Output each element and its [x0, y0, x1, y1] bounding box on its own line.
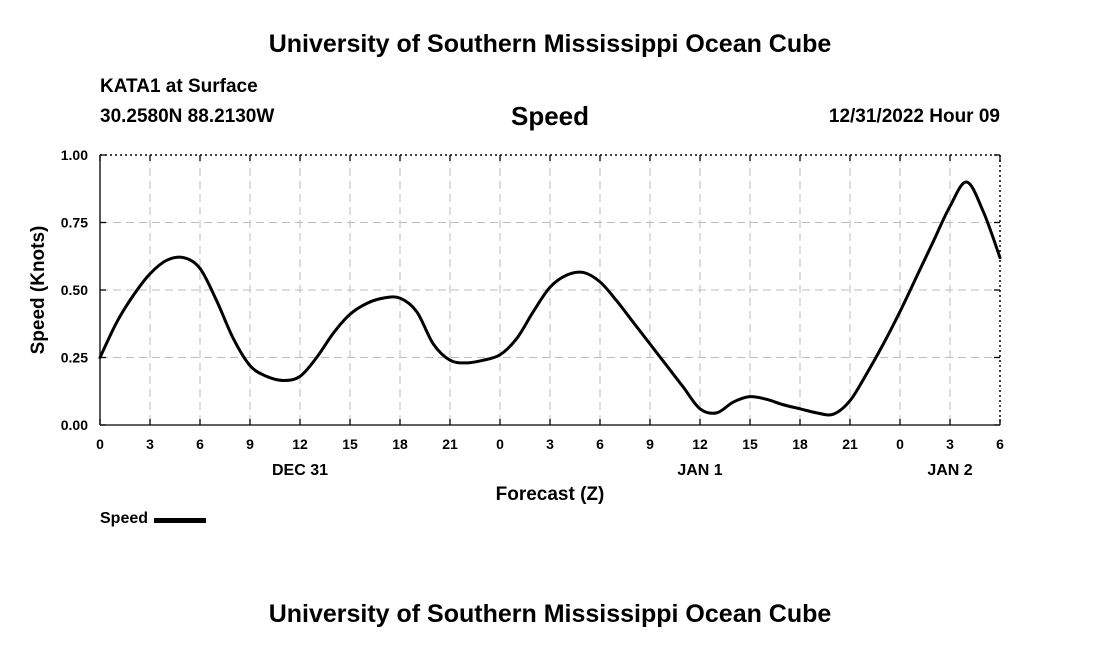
x-tick-label: 6 — [996, 436, 1004, 452]
x-tick-label: 3 — [146, 436, 154, 452]
forecast-datetime: 12/31/2022 Hour 09 — [828, 106, 1000, 127]
x-tick-label: 12 — [692, 436, 708, 452]
x-tick-label: 3 — [546, 436, 554, 452]
x-tick-label: 15 — [742, 436, 758, 452]
y-tick-label: 0.00 — [61, 417, 88, 433]
x-tick-label: 9 — [246, 436, 254, 452]
x-tick-label: 12 — [292, 436, 308, 452]
x-tick-label: 9 — [646, 436, 654, 452]
date-label: DEC 31 — [272, 462, 328, 479]
x-tick-label: 21 — [842, 436, 858, 452]
station-label: KATA1 at Surface — [100, 76, 258, 97]
x-tick-label: 0 — [896, 436, 904, 452]
date-label: JAN 1 — [677, 462, 722, 479]
legend-swatch — [154, 518, 207, 523]
x-tick-label: 0 — [96, 436, 104, 452]
series-line-speed — [98, 180, 1002, 417]
y-tick-label: 0.25 — [61, 350, 88, 366]
x-axis-title: Forecast (Z) — [496, 484, 605, 505]
grid-lines — [100, 155, 1000, 425]
legend: Speed — [100, 510, 207, 528]
x-tick-label: 18 — [792, 436, 808, 452]
y-tick-label: 0.50 — [61, 282, 88, 298]
y-tick-label: 1.00 — [61, 147, 88, 163]
x-tick-label: 6 — [596, 436, 604, 452]
x-tick-label: 21 — [442, 436, 458, 452]
series-layer — [98, 180, 1002, 417]
y-axis-title: Speed (Knots) — [28, 226, 49, 355]
page-title: University of Southern Mississippi Ocean… — [268, 30, 832, 58]
x-tick-label: 18 — [392, 436, 408, 452]
station-coordinates: 30.2580N 88.2130W — [100, 106, 275, 127]
legend-label: Speed — [100, 510, 149, 527]
y-tick-label: 0.75 — [61, 215, 88, 231]
footer-title: University of Southern Mississippi Ocean… — [268, 600, 832, 628]
x-tick-label: 6 — [196, 436, 204, 452]
chart-title: Speed — [510, 101, 590, 131]
x-tick-label: 0 — [496, 436, 504, 452]
axis-labels: 0 3 6 9 12 15 18 21 0 3 6 9 12 15 18 21 0 3 6 DEC 31 JAN 1 JA… — [28, 147, 1004, 505]
x-tick-label: 3 — [946, 436, 954, 452]
x-tick-label: 15 — [342, 436, 358, 452]
date-label: JAN 2 — [927, 462, 972, 479]
axes — [99, 154, 1001, 426]
